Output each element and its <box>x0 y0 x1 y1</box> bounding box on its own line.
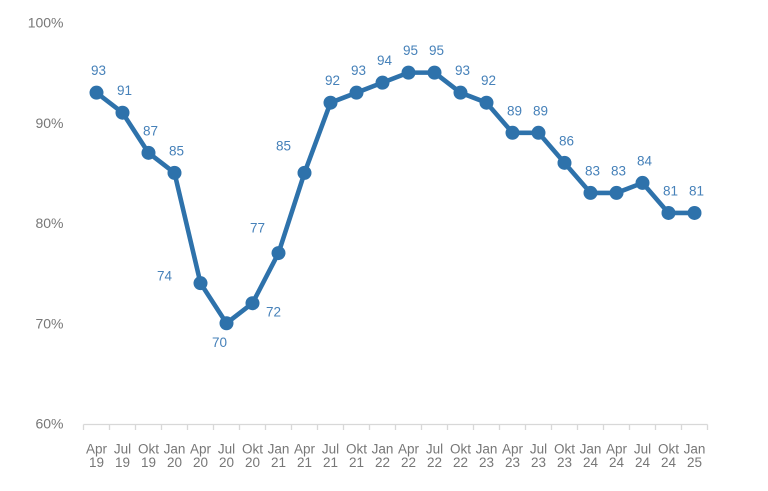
data-point-label: 93 <box>91 63 106 78</box>
data-point <box>323 95 338 110</box>
x-axis-label: Okt 23 <box>554 442 575 471</box>
data-point-label: 92 <box>325 73 340 88</box>
x-axis-label: Jan 22 <box>372 442 394 471</box>
data-point-label: 91 <box>117 83 132 98</box>
data-point-label: 87 <box>143 123 158 138</box>
data-point-label: 95 <box>429 43 444 58</box>
data-point-label: 92 <box>481 73 496 88</box>
y-axis-label: 70% <box>35 315 63 331</box>
data-point <box>219 316 234 331</box>
data-point-label: 81 <box>689 183 704 198</box>
x-axis-label: Jul 22 <box>426 442 443 471</box>
x-axis-label: Jan 25 <box>684 442 706 471</box>
data-point-label: 72 <box>266 305 281 320</box>
x-axis-label: Apr 22 <box>398 442 420 471</box>
x-axis-label: Jul 19 <box>114 442 131 471</box>
data-point <box>427 65 442 80</box>
data-point <box>661 205 676 220</box>
x-axis-label: Apr 24 <box>606 442 628 471</box>
data-point <box>271 246 286 261</box>
data-point-label: 85 <box>169 143 184 158</box>
data-point <box>245 296 260 311</box>
data-point-label: 89 <box>507 103 522 118</box>
data-point <box>89 85 104 100</box>
data-point <box>297 165 312 180</box>
data-point-label: 74 <box>157 269 173 284</box>
data-point-label: 93 <box>351 63 366 78</box>
data-point-label: 83 <box>585 163 600 178</box>
x-axis-label: Okt 20 <box>242 442 263 471</box>
data-point-label: 81 <box>663 183 678 198</box>
data-point <box>531 125 546 140</box>
data-point <box>505 125 520 140</box>
data-point-label: 89 <box>533 103 548 118</box>
x-axis-label: Okt 22 <box>450 442 471 471</box>
x-axis-label: Okt 21 <box>346 442 367 471</box>
x-axis-label: Jan 20 <box>164 442 186 471</box>
x-axis-label: Jan 21 <box>268 442 290 471</box>
data-point-label: 86 <box>559 133 574 148</box>
x-axis-label: Apr 21 <box>294 442 316 471</box>
x-axis-label: Apr 23 <box>502 442 524 471</box>
y-axis-label: 80% <box>35 215 63 231</box>
x-axis-label: Jul 23 <box>530 442 547 471</box>
data-point <box>609 185 624 200</box>
data-point-label: 95 <box>403 43 418 58</box>
data-point <box>583 185 598 200</box>
data-point-label: 70 <box>212 335 227 350</box>
x-axis-label: Apr 20 <box>190 442 212 471</box>
x-axis-label: Jul 20 <box>218 442 235 471</box>
x-axis-label: Jan 24 <box>580 442 602 471</box>
y-axis-label: 100% <box>28 15 64 31</box>
data-point-label: 93 <box>455 63 470 78</box>
x-axis-label: Jul 21 <box>322 442 339 471</box>
x-axis-label: Okt 19 <box>138 442 159 471</box>
series-line <box>94 70 697 326</box>
data-point <box>349 85 364 100</box>
x-axis-label: Jan 23 <box>476 442 498 471</box>
data-point <box>479 95 494 110</box>
data-point-label: 83 <box>611 163 626 178</box>
data-point <box>375 75 390 90</box>
data-point <box>167 165 182 180</box>
y-axis-label: 60% <box>35 416 63 432</box>
data-point <box>687 205 702 220</box>
data-point <box>193 276 208 291</box>
data-point-label: 77 <box>250 221 265 236</box>
data-point <box>115 105 130 120</box>
data-point-label: 85 <box>276 138 291 153</box>
data-point <box>141 145 156 160</box>
y-axis-label: 90% <box>35 115 63 131</box>
data-point <box>635 175 650 190</box>
data-point <box>453 85 468 100</box>
data-point-label: 84 <box>637 153 653 168</box>
data-point <box>557 155 572 170</box>
x-axis-label: Okt 24 <box>658 442 679 471</box>
x-axis-label: Jul 24 <box>634 442 651 471</box>
x-axis-label: Apr 19 <box>86 442 108 471</box>
data-point-label: 94 <box>377 53 393 68</box>
data-point <box>401 65 416 80</box>
